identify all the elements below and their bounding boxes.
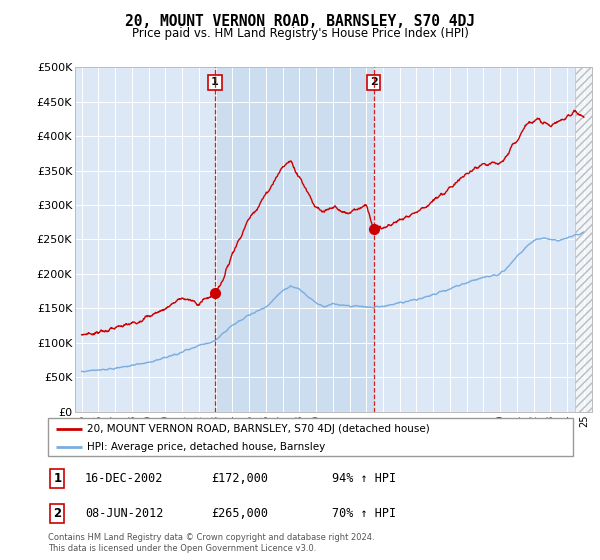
- Text: HPI: Average price, detached house, Barnsley: HPI: Average price, detached house, Barn…: [88, 442, 326, 452]
- Text: 1: 1: [211, 77, 219, 87]
- Text: 1: 1: [53, 472, 62, 486]
- Text: Price paid vs. HM Land Registry's House Price Index (HPI): Price paid vs. HM Land Registry's House …: [131, 27, 469, 40]
- Text: 94% ↑ HPI: 94% ↑ HPI: [331, 472, 395, 486]
- Text: Contains HM Land Registry data © Crown copyright and database right 2024.
This d: Contains HM Land Registry data © Crown c…: [48, 533, 374, 553]
- Text: 2: 2: [370, 77, 377, 87]
- Text: 08-JUN-2012: 08-JUN-2012: [85, 507, 163, 520]
- Text: 20, MOUNT VERNON ROAD, BARNSLEY, S70 4DJ (detached house): 20, MOUNT VERNON ROAD, BARNSLEY, S70 4DJ…: [88, 423, 430, 433]
- Text: 2: 2: [53, 507, 62, 520]
- Text: £172,000: £172,000: [211, 472, 268, 486]
- Text: 20, MOUNT VERNON ROAD, BARNSLEY, S70 4DJ: 20, MOUNT VERNON ROAD, BARNSLEY, S70 4DJ: [125, 14, 475, 29]
- Text: £265,000: £265,000: [211, 507, 268, 520]
- Bar: [215, 67, 374, 412]
- Text: 16-DEC-2002: 16-DEC-2002: [85, 472, 163, 486]
- Text: 70% ↑ HPI: 70% ↑ HPI: [331, 507, 395, 520]
- FancyBboxPatch shape: [48, 418, 573, 456]
